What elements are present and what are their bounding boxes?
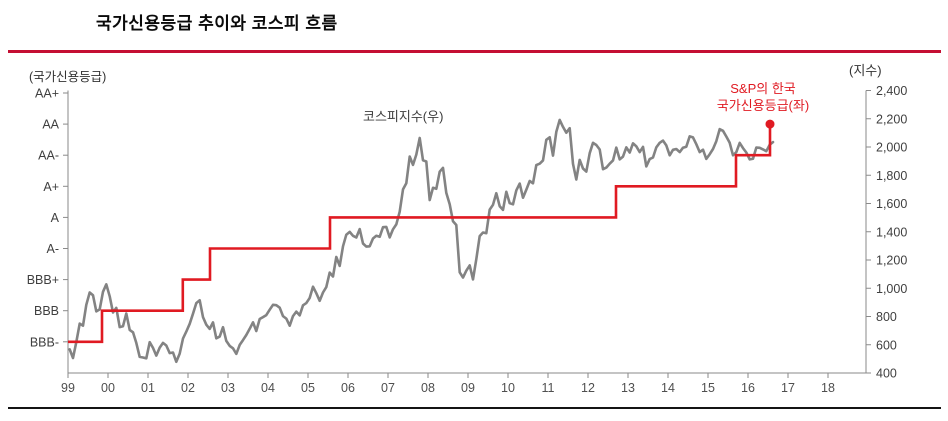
x-axis-tick-label: 02 <box>181 381 195 395</box>
x-axis-tick-label: 00 <box>101 381 115 395</box>
x-axis-tick-label: 15 <box>701 381 715 395</box>
x-axis-tick-label: 05 <box>301 381 315 395</box>
kospi-series-label: 코스피지수(우) <box>363 109 444 124</box>
left-axis-tick-label: BBB+ <box>27 273 59 287</box>
right-axis-tick-label: 1,600 <box>876 197 907 211</box>
right-axis-tick-label: 2,200 <box>876 112 907 126</box>
x-axis-tick-label: 08 <box>421 381 435 395</box>
right-axis-tick-label: 1,400 <box>876 225 907 239</box>
left-axis-tick-label: AA <box>42 118 59 132</box>
x-axis-tick-label: 99 <box>61 381 75 395</box>
x-axis-tick-label: 06 <box>341 381 355 395</box>
left-axis-tick-label: AA+ <box>35 87 59 101</box>
left-axis-tick-label: A- <box>47 242 60 256</box>
rating-annotation-line1: S&P의 한국 <box>730 81 796 96</box>
top-divider-rule <box>8 50 941 53</box>
rating-series-annotation: S&P의 한국 국가신용등급(좌) <box>700 80 826 114</box>
x-axis-tick-label: 17 <box>781 381 795 395</box>
x-axis-tick-label: 10 <box>501 381 515 395</box>
right-axis-tick-label: 1,200 <box>876 254 907 268</box>
right-axis-unit-label: (지수) <box>849 63 882 78</box>
right-axis-tick-label: 800 <box>876 310 897 324</box>
rating-step-series <box>68 124 772 344</box>
left-axis-tick-label: AA- <box>38 149 59 163</box>
x-axis-tick-label: 16 <box>741 381 755 395</box>
right-axis-tick-label: 1,000 <box>876 282 907 296</box>
x-axis-tick-label: 01 <box>141 381 155 395</box>
rating-end-marker-dot <box>765 119 775 129</box>
kospi-line-series <box>68 118 775 364</box>
right-axis-tick-label: 400 <box>876 367 897 381</box>
x-axis-tick-label: 18 <box>821 381 835 395</box>
x-axis-tick-label: 09 <box>461 381 475 395</box>
bottom-divider-rule <box>8 407 941 409</box>
rating-annotation-line2: 국가신용등급(좌) <box>716 98 810 113</box>
left-axis-tick-label: BBB <box>34 304 59 318</box>
left-axis-unit-label: (국가신용등급) <box>29 70 107 84</box>
right-axis-tick-label: 1,800 <box>876 169 907 183</box>
x-axis-tick-label: 11 <box>542 381 555 395</box>
x-axis-tick-label: 03 <box>221 381 235 395</box>
left-axis-tick-label: BBB- <box>30 335 59 349</box>
x-axis-tick-label: 07 <box>381 381 395 395</box>
right-axis-tick-label: 600 <box>876 338 897 352</box>
right-axis-tick-label: 2,000 <box>876 141 907 155</box>
left-axis-tick-label: A+ <box>43 180 59 194</box>
x-axis-tick-label: 14 <box>661 381 675 395</box>
page-title: 국가신용등급 추이와 코스피 흐름 <box>96 14 338 33</box>
left-axis-tick-label: A <box>51 211 60 225</box>
right-axis-tick-label: 2,400 <box>876 84 907 98</box>
x-axis-tick-label: 12 <box>581 381 595 395</box>
x-axis-tick-label: 04 <box>261 381 275 395</box>
x-axis-tick-label: 13 <box>621 381 635 395</box>
